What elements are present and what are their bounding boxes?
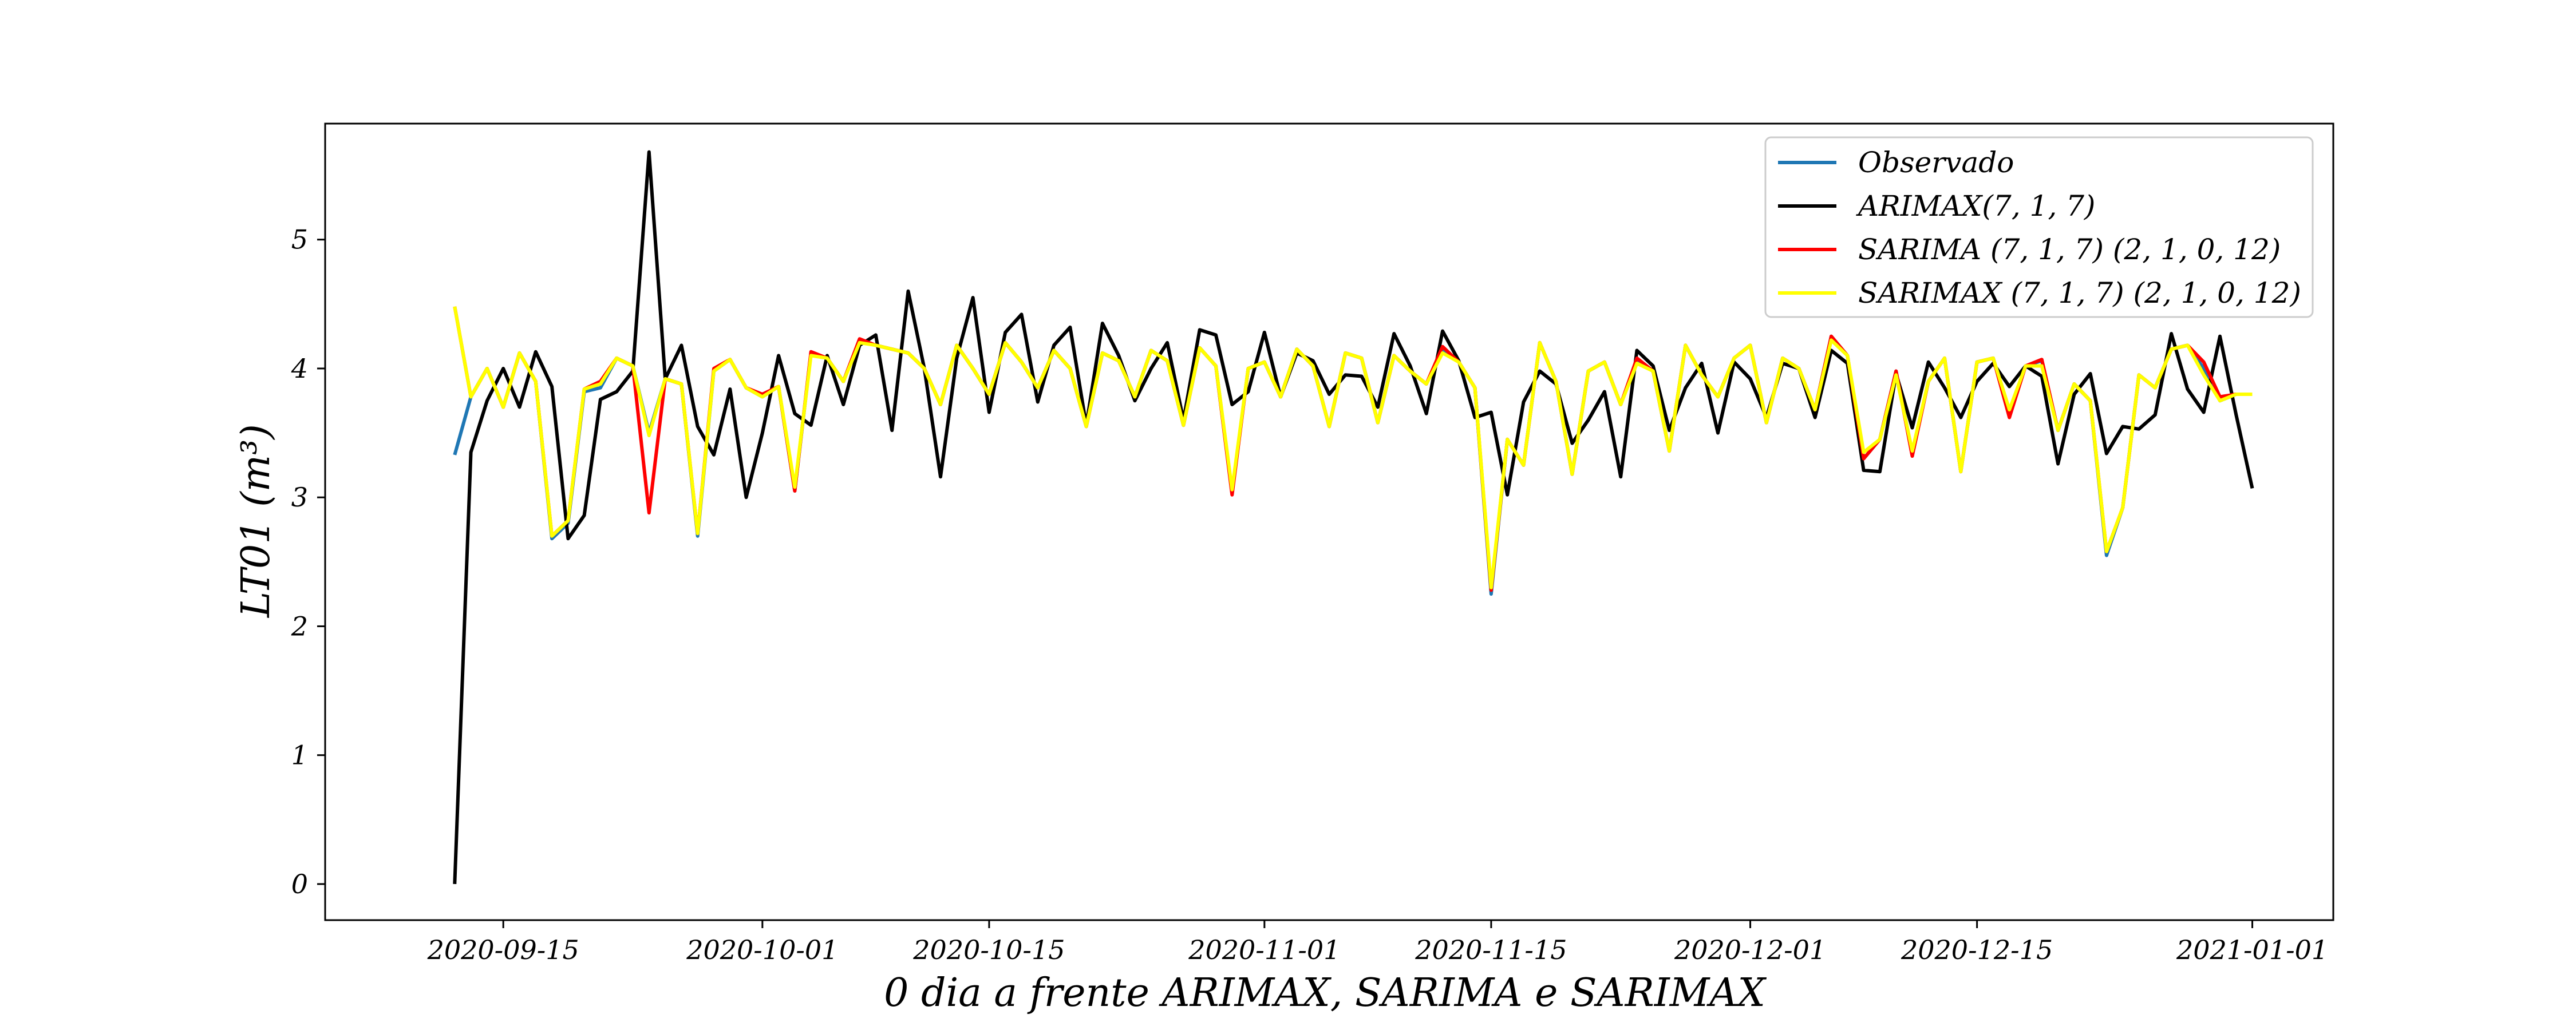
x-tick-label: 2020-12-15 — [1901, 934, 2053, 965]
series-layer — [453, 150, 2254, 885]
x-axis: 2020-09-15 2020-10-01 2020-10-15 2020-11-01… — [427, 920, 2328, 965]
y-axis-title: LT01 (m³) — [234, 424, 279, 619]
x-tick-label: 2020-12-01 — [1674, 934, 1826, 965]
y-tick-label: 0 — [291, 869, 308, 900]
x-axis-title: 0 dia a frente ARIMAX, SARIMA e SARIMAX — [884, 970, 1767, 1016]
y-axis: 0 1 2 3 4 5 — [291, 224, 325, 900]
x-tick-label: 2020-11-15 — [1415, 934, 1567, 965]
y-tick-label: 4 — [291, 353, 308, 384]
series-line-4 — [453, 306, 2253, 589]
plot-area-border — [324, 122, 2334, 921]
legend-label-1: Observado — [1858, 146, 2014, 179]
legend-label-2: ARIMAX(7, 1, 7) — [1856, 189, 2095, 223]
legend-label-3: SARIMA (7, 1, 7) (2, 1, 0, 12) — [1858, 233, 2281, 266]
series-line-2 — [453, 150, 2254, 885]
y-tick-label: 3 — [291, 482, 308, 513]
y-tick-label: 1 — [291, 740, 308, 771]
x-tick-label: 2020-11-01 — [1188, 934, 1340, 965]
x-tick-label: 2020-10-15 — [912, 934, 1065, 965]
x-tick-label: 2020-10-01 — [686, 934, 838, 965]
legend: Observado ARIMAX(7, 1, 7) SARIMA (7, 1, 7)… — [1764, 136, 2314, 318]
legend-box — [1764, 136, 2314, 318]
x-tick-label: 2021-01-01 — [2176, 934, 2328, 965]
y-tick-label: 5 — [291, 224, 308, 255]
y-tick-label: 2 — [291, 611, 308, 641]
plot-frame — [324, 122, 2334, 921]
x-tick-label: 2020-09-15 — [427, 934, 579, 965]
legend-label-4: SARIMAX (7, 1, 7) (2, 1, 0, 12) — [1858, 276, 2301, 310]
